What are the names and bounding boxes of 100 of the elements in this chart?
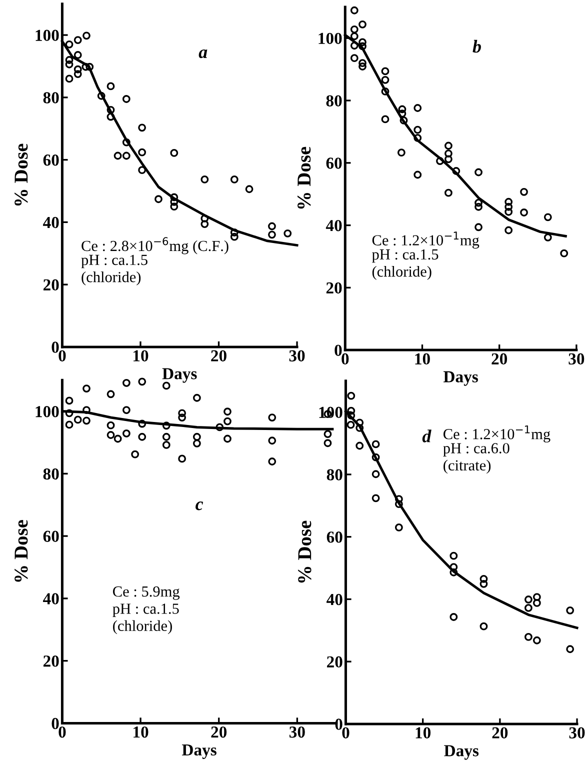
annotation: pH : ca.1.5 bbox=[372, 249, 438, 263]
annotation: Ce : 1.2×10$^{−1}$mg bbox=[444, 425, 550, 442]
point bbox=[65, 396, 74, 405]
point bbox=[200, 214, 209, 222]
point bbox=[520, 188, 528, 196]
x-axis-title: Days bbox=[443, 371, 478, 386]
point bbox=[65, 409, 74, 418]
point bbox=[200, 175, 209, 184]
y-tick-label: 80 bbox=[43, 468, 59, 480]
point bbox=[122, 406, 130, 414]
point bbox=[444, 142, 452, 150]
annotation: pH : ca.1.5 bbox=[112, 604, 179, 617]
y-tick-label: 20 bbox=[327, 656, 342, 668]
point bbox=[74, 65, 82, 74]
annotation: (chloride) bbox=[82, 271, 141, 286]
point bbox=[268, 230, 276, 239]
y-tick-label: 80 bbox=[43, 92, 59, 104]
y-tick-label: 60 bbox=[326, 158, 342, 169]
point bbox=[394, 500, 403, 508]
annotation: Ce : 5.9mg bbox=[113, 586, 180, 600]
point bbox=[504, 198, 513, 206]
point bbox=[65, 420, 74, 429]
point bbox=[358, 59, 366, 68]
y-tick-label: 0 bbox=[52, 718, 59, 730]
point bbox=[245, 185, 254, 194]
point bbox=[162, 432, 170, 441]
point bbox=[106, 112, 115, 121]
x-tick-label: 10 bbox=[134, 726, 148, 738]
point bbox=[122, 378, 130, 387]
point bbox=[398, 105, 406, 114]
point bbox=[450, 563, 458, 572]
annotation: (citrate) bbox=[444, 460, 491, 474]
point bbox=[474, 168, 482, 176]
point bbox=[350, 6, 358, 14]
point bbox=[544, 233, 552, 242]
point bbox=[324, 439, 332, 448]
point bbox=[138, 420, 146, 428]
x-tick-label: 0 bbox=[342, 727, 350, 738]
point bbox=[520, 208, 528, 216]
point bbox=[350, 42, 358, 50]
point bbox=[358, 42, 366, 50]
point bbox=[86, 62, 94, 71]
y-tick-label: 100 bbox=[318, 32, 342, 44]
point bbox=[138, 166, 146, 174]
point bbox=[524, 632, 532, 641]
point bbox=[216, 423, 224, 432]
point bbox=[192, 439, 201, 448]
y-axis-title: % Dose bbox=[298, 520, 312, 583]
x-tick-label: 10 bbox=[416, 727, 431, 738]
point bbox=[372, 494, 380, 502]
point bbox=[178, 409, 186, 418]
point bbox=[480, 622, 488, 630]
point bbox=[162, 441, 170, 449]
x-tick-label: 20 bbox=[211, 726, 227, 738]
point bbox=[82, 62, 90, 71]
x-axis-title: Days bbox=[444, 745, 479, 760]
annotation: b bbox=[472, 40, 481, 53]
y-axis-title: % Dose bbox=[298, 146, 311, 209]
point bbox=[504, 208, 513, 216]
point bbox=[106, 431, 115, 439]
point bbox=[400, 116, 408, 124]
point bbox=[178, 414, 186, 422]
y-tick-label: 60 bbox=[43, 530, 59, 542]
point bbox=[230, 232, 238, 241]
point bbox=[106, 421, 115, 430]
y-tick-label: 20 bbox=[326, 282, 342, 294]
point bbox=[358, 62, 366, 70]
annotation: (chloride) bbox=[372, 266, 432, 280]
point bbox=[381, 115, 390, 124]
point bbox=[524, 596, 532, 604]
x-tick-label: 20 bbox=[211, 350, 226, 362]
point bbox=[122, 429, 130, 438]
annotation: a bbox=[198, 49, 208, 58]
point bbox=[436, 157, 444, 165]
point bbox=[230, 228, 238, 236]
point bbox=[350, 32, 358, 40]
point bbox=[65, 56, 74, 64]
point bbox=[106, 106, 115, 114]
point bbox=[394, 495, 403, 504]
point bbox=[414, 104, 422, 112]
point bbox=[414, 134, 422, 142]
x-tick-label: 30 bbox=[568, 353, 584, 365]
annotation: pH : ca.6.0 bbox=[443, 443, 510, 456]
point bbox=[397, 148, 406, 157]
point bbox=[200, 220, 209, 228]
point bbox=[347, 392, 356, 400]
annotation: (chloride) bbox=[113, 620, 172, 634]
x-tick-label: 20 bbox=[492, 353, 508, 365]
point bbox=[162, 422, 170, 430]
point bbox=[324, 430, 332, 438]
point bbox=[444, 155, 452, 164]
x-tick-label: 30 bbox=[569, 727, 585, 738]
point bbox=[224, 408, 232, 416]
point bbox=[350, 54, 358, 62]
point bbox=[154, 195, 162, 204]
point bbox=[566, 606, 574, 614]
y-tick-label: 40 bbox=[43, 216, 59, 228]
point bbox=[381, 67, 390, 76]
point bbox=[356, 424, 364, 432]
point bbox=[106, 82, 115, 90]
